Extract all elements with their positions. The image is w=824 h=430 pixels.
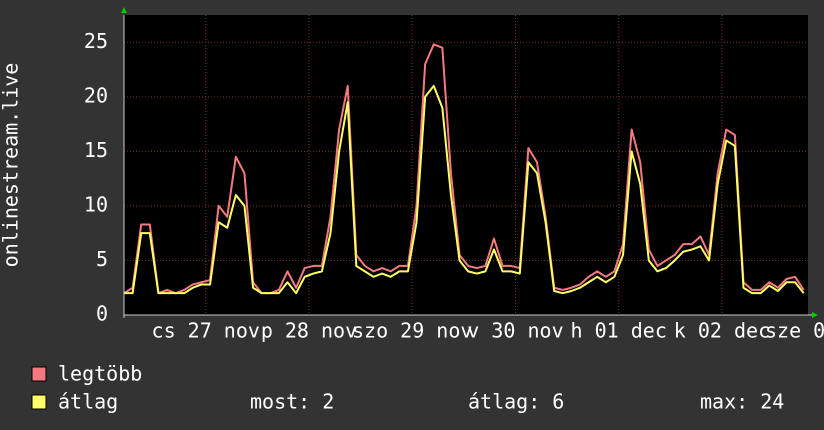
x-tick-label: sze 03 dec xyxy=(765,319,824,343)
legend: legtöbb átlag most: 2 átlag: 6 max: 24 xyxy=(31,362,784,414)
x-arrow xyxy=(812,312,818,318)
y-tick-label: 25 xyxy=(84,29,108,53)
legend-label: átlag xyxy=(58,390,118,414)
plot-area xyxy=(124,15,808,315)
legend-stat: átlag: 6 xyxy=(468,390,564,414)
y-tick-label: 5 xyxy=(96,247,108,271)
legend-label: legtöbb xyxy=(58,362,142,386)
y-tick-label: 20 xyxy=(84,83,108,107)
x-tick-label: p 28 nov xyxy=(261,319,357,343)
series-line xyxy=(123,43,805,295)
legend-swatch xyxy=(31,366,47,382)
y-tick-label: 0 xyxy=(96,302,108,326)
x-tick-label: cs 27 nov xyxy=(152,319,260,343)
y-tick-label: 10 xyxy=(84,192,108,216)
x-tick-label: k 02 dec xyxy=(674,319,770,343)
legend-swatch xyxy=(31,394,47,410)
y-tick-label: 15 xyxy=(84,138,108,162)
legend-stat: most: 2 xyxy=(250,390,334,414)
x-tick-label: h 01 dec xyxy=(571,319,667,343)
y-axis-label: onlinestream.live xyxy=(0,63,23,268)
marks xyxy=(123,43,805,295)
y-arrow xyxy=(121,7,127,13)
x-tick-label: szo 29 nov xyxy=(352,319,472,343)
series-line xyxy=(124,84,805,295)
x-tick-label: v 30 nov xyxy=(467,319,563,343)
legend-stat: max: 24 xyxy=(700,390,784,414)
